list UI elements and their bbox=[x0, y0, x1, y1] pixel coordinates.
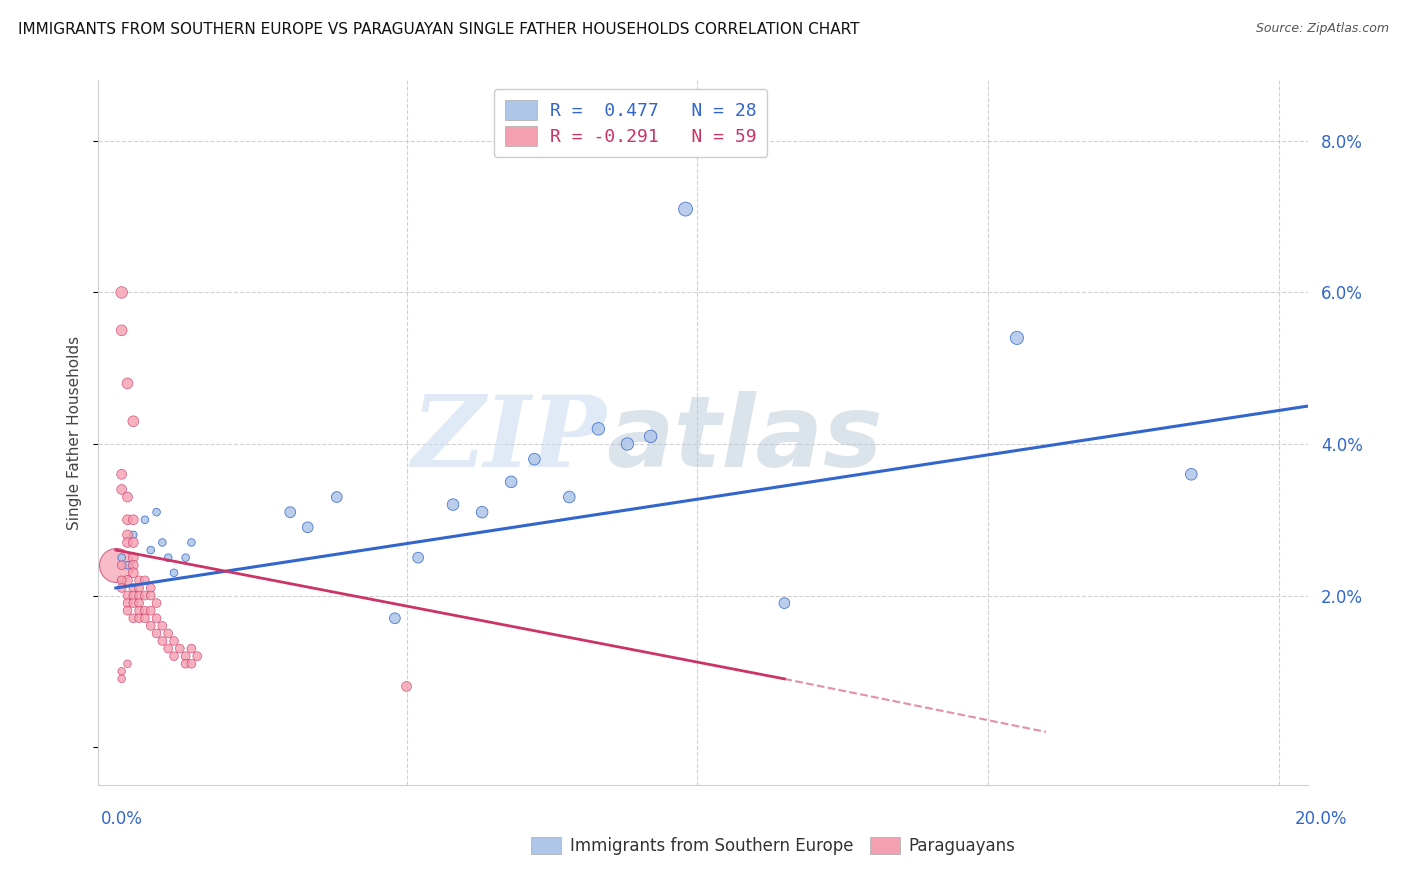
Point bbox=[180, 535, 202, 549]
Point bbox=[122, 566, 145, 580]
Point bbox=[122, 611, 145, 625]
Legend: Immigrants from Southern Europe, Paraguayans: Immigrants from Southern Europe, Paragua… bbox=[524, 830, 1022, 862]
Text: atlas: atlas bbox=[606, 392, 883, 488]
Point bbox=[174, 649, 197, 664]
Point bbox=[122, 589, 145, 603]
Point bbox=[117, 490, 139, 504]
Point bbox=[640, 429, 662, 443]
Point bbox=[111, 467, 134, 482]
Point bbox=[278, 505, 301, 519]
Point bbox=[501, 475, 523, 489]
Point bbox=[145, 505, 167, 519]
Point bbox=[111, 665, 134, 679]
Text: 20.0%: 20.0% bbox=[1295, 810, 1347, 828]
Point bbox=[395, 680, 418, 694]
Point bbox=[1180, 467, 1202, 482]
Point bbox=[326, 490, 349, 504]
Y-axis label: Single Father Households: Single Father Households bbox=[67, 335, 83, 530]
Point bbox=[384, 611, 406, 625]
Point bbox=[145, 611, 167, 625]
Point bbox=[111, 323, 134, 337]
Point bbox=[128, 581, 150, 595]
Point bbox=[163, 634, 186, 648]
Point bbox=[139, 604, 162, 618]
Point bbox=[150, 634, 173, 648]
Point bbox=[134, 513, 156, 527]
Point bbox=[111, 285, 134, 300]
Point bbox=[117, 528, 139, 542]
Point bbox=[297, 520, 319, 534]
Point bbox=[169, 641, 191, 656]
Point bbox=[558, 490, 581, 504]
Point bbox=[117, 376, 139, 391]
Point bbox=[117, 657, 139, 671]
Point bbox=[134, 574, 156, 588]
Point bbox=[111, 581, 134, 595]
Point bbox=[588, 422, 610, 436]
Point bbox=[117, 589, 139, 603]
Point bbox=[139, 589, 162, 603]
Point bbox=[150, 535, 173, 549]
Point bbox=[186, 649, 208, 664]
Point bbox=[111, 574, 134, 588]
Point bbox=[150, 619, 173, 633]
Point bbox=[163, 566, 186, 580]
Point bbox=[139, 619, 162, 633]
Point bbox=[122, 581, 145, 595]
Legend: R =  0.477   N = 28, R = -0.291   N = 59: R = 0.477 N = 28, R = -0.291 N = 59 bbox=[494, 89, 768, 157]
Point bbox=[128, 574, 150, 588]
Point bbox=[145, 626, 167, 640]
Point bbox=[122, 550, 145, 565]
Point bbox=[117, 535, 139, 549]
Point bbox=[117, 596, 139, 610]
Point bbox=[122, 528, 145, 542]
Point bbox=[134, 604, 156, 618]
Point bbox=[128, 604, 150, 618]
Point bbox=[616, 437, 638, 451]
Point bbox=[139, 581, 162, 595]
Point bbox=[1005, 331, 1028, 345]
Point bbox=[117, 558, 139, 573]
Point bbox=[174, 550, 197, 565]
Point bbox=[145, 596, 167, 610]
Point bbox=[471, 505, 494, 519]
Point bbox=[157, 626, 180, 640]
Point bbox=[675, 202, 697, 216]
Point bbox=[441, 498, 464, 512]
Point bbox=[117, 604, 139, 618]
Point bbox=[122, 596, 145, 610]
Point bbox=[174, 657, 197, 671]
Point bbox=[157, 550, 180, 565]
Text: ZIP: ZIP bbox=[412, 392, 606, 488]
Point bbox=[134, 589, 156, 603]
Text: 0.0%: 0.0% bbox=[101, 810, 143, 828]
Point bbox=[157, 641, 180, 656]
Point bbox=[163, 649, 186, 664]
Point bbox=[111, 558, 134, 573]
Text: Source: ZipAtlas.com: Source: ZipAtlas.com bbox=[1256, 22, 1389, 36]
Point bbox=[122, 414, 145, 428]
Text: IMMIGRANTS FROM SOUTHERN EUROPE VS PARAGUAYAN SINGLE FATHER HOUSEHOLDS CORRELATI: IMMIGRANTS FROM SOUTHERN EUROPE VS PARAG… bbox=[18, 22, 860, 37]
Point bbox=[128, 611, 150, 625]
Point bbox=[111, 672, 134, 686]
Point bbox=[773, 596, 796, 610]
Point bbox=[180, 641, 202, 656]
Point bbox=[122, 535, 145, 549]
Point bbox=[117, 513, 139, 527]
Point bbox=[111, 550, 134, 565]
Point bbox=[134, 611, 156, 625]
Point bbox=[139, 543, 162, 558]
Point bbox=[128, 589, 150, 603]
Point bbox=[122, 513, 145, 527]
Point bbox=[104, 558, 127, 573]
Point bbox=[406, 550, 429, 565]
Point bbox=[122, 558, 145, 573]
Point bbox=[128, 596, 150, 610]
Point bbox=[111, 483, 134, 497]
Point bbox=[523, 452, 546, 467]
Point bbox=[180, 657, 202, 671]
Point bbox=[117, 574, 139, 588]
